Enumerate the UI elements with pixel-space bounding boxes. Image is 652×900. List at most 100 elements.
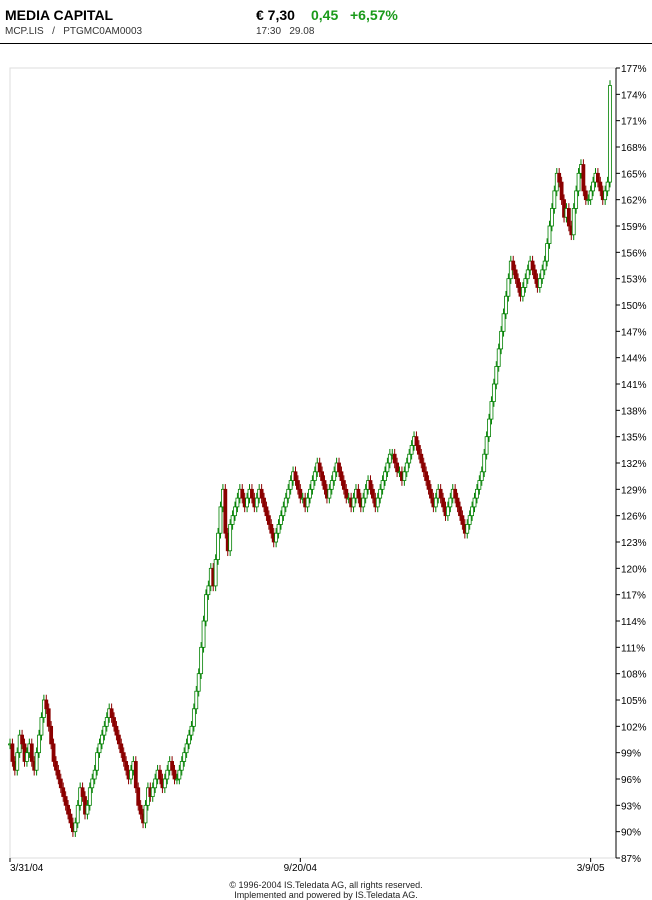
candle-body bbox=[136, 787, 141, 806]
candle-body bbox=[269, 524, 274, 534]
y-tick-label: 159% bbox=[621, 222, 647, 233]
candle-body bbox=[375, 497, 380, 508]
candle-body bbox=[455, 497, 460, 508]
y-tick-label: 168% bbox=[621, 143, 647, 154]
candle-body bbox=[605, 181, 610, 192]
candle-body bbox=[281, 506, 286, 517]
y-tick-label: 111% bbox=[621, 643, 645, 654]
candle-body bbox=[322, 480, 327, 490]
candle-body bbox=[240, 488, 245, 499]
candle-body bbox=[20, 734, 24, 745]
candle-body bbox=[581, 164, 586, 192]
candle-body bbox=[44, 699, 49, 710]
candle-body bbox=[80, 787, 85, 797]
candle-body bbox=[286, 488, 291, 499]
candle-body bbox=[482, 453, 487, 473]
y-tick-label: 108% bbox=[621, 670, 647, 681]
y-tick-label: 177% bbox=[621, 64, 647, 75]
candle-body bbox=[283, 497, 288, 508]
candle-body bbox=[550, 208, 554, 227]
candle-body bbox=[124, 761, 129, 771]
candle-body bbox=[138, 804, 143, 815]
candle-body bbox=[75, 804, 80, 824]
price-change-pct: +6,57% bbox=[350, 7, 398, 23]
candle-body bbox=[133, 761, 138, 789]
x-tick-label: 3/9/05 bbox=[577, 863, 605, 874]
candle-body bbox=[114, 725, 119, 736]
candle-body bbox=[317, 462, 322, 473]
candle-body bbox=[230, 515, 235, 525]
candle-body bbox=[501, 313, 506, 332]
candle-body bbox=[196, 673, 201, 692]
candle-body bbox=[557, 172, 562, 183]
y-tick-label: 147% bbox=[621, 327, 647, 338]
candle-body bbox=[61, 787, 66, 797]
candle-body bbox=[150, 787, 155, 797]
candle-body bbox=[259, 488, 264, 499]
candle-body bbox=[363, 488, 368, 499]
candle-body bbox=[37, 734, 41, 754]
candle-body bbox=[414, 436, 419, 446]
candle-body bbox=[337, 462, 341, 473]
y-tick-label: 141% bbox=[621, 380, 647, 391]
candle-body bbox=[216, 532, 220, 560]
candle-body bbox=[542, 260, 547, 271]
candle-body bbox=[288, 480, 293, 490]
price: € 7,30 bbox=[256, 7, 295, 23]
candle-body bbox=[329, 480, 334, 490]
candle-body bbox=[547, 225, 552, 244]
candle-body bbox=[404, 462, 409, 473]
candle-body bbox=[264, 506, 269, 517]
candle-body bbox=[487, 418, 491, 438]
candle-body bbox=[262, 497, 266, 508]
candle-body bbox=[119, 743, 124, 754]
separator: / bbox=[52, 26, 55, 37]
candle-body bbox=[608, 85, 612, 183]
y-tick-label: 132% bbox=[621, 459, 647, 470]
candle-body bbox=[95, 752, 99, 771]
candle-body bbox=[218, 506, 223, 534]
candle-body bbox=[34, 752, 39, 771]
y-tick-label: 102% bbox=[621, 722, 647, 733]
y-tick-label: 117% bbox=[621, 591, 646, 602]
candle-body bbox=[499, 330, 504, 350]
y-tick-label: 153% bbox=[621, 275, 647, 286]
candle-body bbox=[361, 497, 366, 508]
candle-body bbox=[25, 752, 29, 762]
candle-body bbox=[153, 778, 158, 789]
candle-body bbox=[298, 488, 303, 499]
candle-body bbox=[116, 734, 121, 745]
candle-body bbox=[504, 295, 508, 315]
candle-body bbox=[530, 260, 535, 271]
candle-body bbox=[15, 752, 20, 771]
candle-body bbox=[583, 190, 588, 201]
y-tick-label: 162% bbox=[621, 196, 647, 207]
y-tick-label: 105% bbox=[621, 696, 647, 707]
candle-body bbox=[596, 172, 600, 183]
candle-body bbox=[429, 488, 433, 499]
y-tick-label: 93% bbox=[621, 801, 641, 812]
candle-body bbox=[112, 717, 116, 727]
candle-body bbox=[310, 480, 315, 490]
candle-body bbox=[175, 778, 179, 781]
candle-body bbox=[489, 401, 494, 420]
candle-body bbox=[129, 769, 133, 780]
candle-body bbox=[380, 480, 385, 490]
candle-body bbox=[496, 348, 501, 367]
candle-body bbox=[228, 524, 233, 552]
candle-body bbox=[419, 453, 424, 464]
stock-name: MEDIA CAPITAL bbox=[5, 7, 114, 23]
candle-body bbox=[339, 471, 344, 481]
candle-body bbox=[479, 471, 484, 481]
candle-body bbox=[172, 769, 177, 780]
candle-body bbox=[213, 559, 218, 587]
y-tick-label: 90% bbox=[621, 828, 641, 839]
isin: PTGMC0AM0003 bbox=[63, 26, 143, 37]
candle-body bbox=[395, 462, 399, 473]
y-tick-label: 171% bbox=[621, 117, 647, 128]
candle-body bbox=[266, 515, 271, 525]
candle-body bbox=[344, 488, 349, 499]
candle-body bbox=[121, 752, 126, 762]
candle-body bbox=[458, 506, 462, 517]
candle-body bbox=[87, 787, 92, 806]
